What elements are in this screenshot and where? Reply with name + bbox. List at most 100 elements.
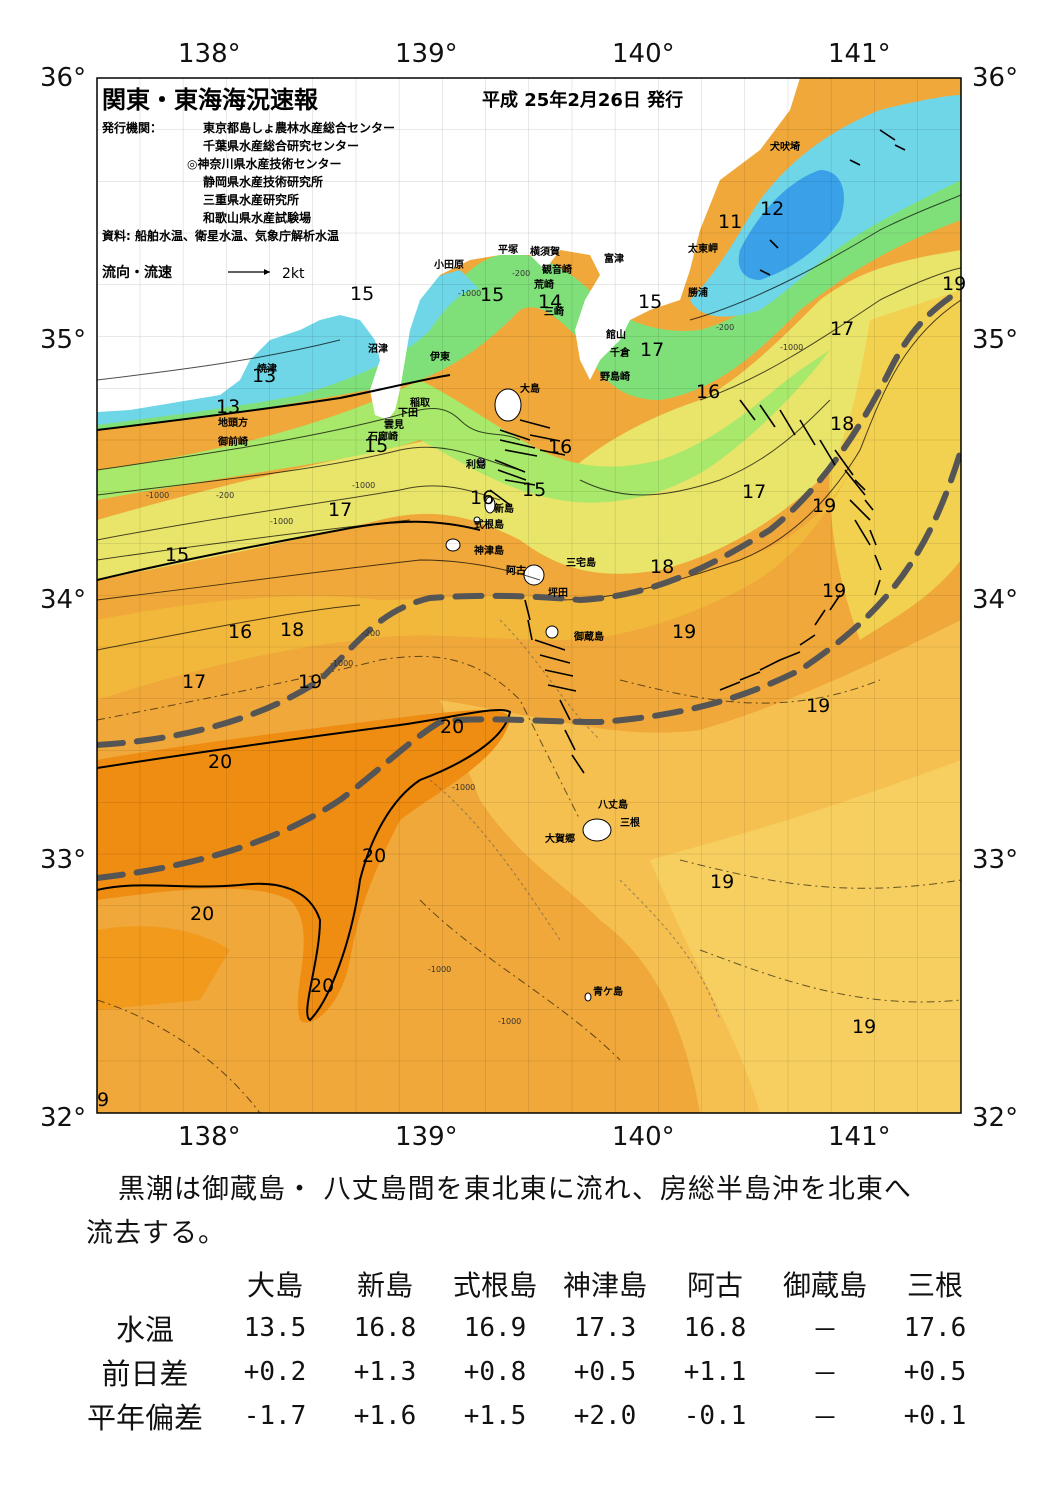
lat-labels: 36° 35° 34° 33° 32° 36° 35° 34° 33° 32°	[40, 63, 1018, 1133]
legend-scale: 2kt	[282, 266, 305, 282]
lon-labels: 138° 139° 140° 141° 138° 139° 140° 141°	[178, 39, 891, 1152]
table-cell: +0.2	[243, 1357, 307, 1387]
isotherm-label: 19	[806, 695, 830, 717]
isotherm-label: 20	[190, 903, 214, 925]
table-cell: 16.8	[353, 1313, 417, 1343]
depth-label: -200	[512, 269, 530, 278]
table-cell: +1.6	[353, 1401, 417, 1431]
place-label: 地頭方	[218, 416, 248, 429]
place-label: 平塚	[498, 243, 518, 256]
table-cell: +1.1	[683, 1357, 747, 1387]
isotherm-label: 16	[228, 621, 252, 643]
isotherm-label: 18	[280, 619, 304, 641]
data-source: 資料: 船舶水温、衛星水温、気象庁解析水温	[102, 228, 339, 243]
lat-label-right: 33°	[972, 845, 1018, 875]
isotherm-label: 20	[440, 716, 464, 738]
place-names: 犬吠埼 太東岬 勝浦 館山 千倉 野島崎 富津 横須賀 観音崎 荒崎 三崎 平塚…	[217, 140, 800, 998]
isotherm-label: 17	[328, 499, 352, 521]
depth-label: -1000	[458, 289, 481, 298]
isotherm-label: 15	[638, 291, 662, 313]
station-header: 新島	[356, 1269, 413, 1302]
depth-label: -1000	[428, 965, 451, 974]
issuer-name: ◎神奈川県水産技術センター	[187, 156, 341, 171]
isotherm-label: 19	[298, 671, 322, 693]
table-cell: 17.3	[573, 1313, 637, 1343]
isotherm-label: 19	[822, 580, 846, 602]
station-header: 大島	[246, 1269, 303, 1302]
place-label: 神津島	[474, 544, 504, 557]
isotherm-label: 18	[830, 413, 854, 435]
table-cell: 13.5	[243, 1313, 307, 1343]
station-header: 御蔵島	[782, 1269, 867, 1302]
lon-label-bottom: 138°	[178, 1122, 241, 1152]
isotherm-label: 19	[710, 871, 734, 893]
isotherm-label: 15	[364, 435, 388, 457]
lat-label-left: 33°	[40, 845, 86, 875]
isotherm-label: 18	[650, 556, 674, 578]
station-header: 神津島	[562, 1269, 647, 1302]
table-cell: 17.6	[903, 1313, 967, 1343]
isotherm-label: 19	[852, 1016, 876, 1038]
isotherm-label: 17	[640, 339, 664, 361]
table-header-row: 大島 新島 式根島 神津島 阿古 御蔵島 三根	[70, 1262, 990, 1306]
issuer-name: 千葉県水産総合研究センター	[203, 138, 359, 153]
place-label: 御蔵島	[573, 630, 604, 643]
depth-label: -1000	[452, 783, 475, 792]
station-temperature-table: 大島 新島 式根島 神津島 阿古 御蔵島 三根 水温 13.5 16.8 16.…	[70, 1262, 990, 1438]
table-cell: +1.5	[463, 1401, 527, 1431]
isotherm-label: 16	[470, 487, 494, 509]
isotherm-label: 15	[165, 544, 189, 566]
map-title: 関東・東海海況速報	[102, 86, 319, 114]
place-label: 横須賀	[530, 245, 560, 258]
place-label: 館山	[605, 328, 626, 341]
place-label: 千倉	[610, 346, 631, 359]
place-label: 野島崎	[600, 370, 630, 383]
depth-label: -1000	[498, 1017, 521, 1026]
depth-labels: -200 -1000 -200 -1000 -1000 -200 -1000 -…	[146, 269, 803, 1026]
place-label: 観音崎	[542, 263, 572, 276]
table-cell: 16.9	[463, 1313, 527, 1343]
isotherm-label: 17	[182, 671, 206, 693]
place-label: 荒崎	[533, 278, 554, 291]
lon-label-bottom: 140°	[612, 1122, 675, 1152]
lon-label-top: 140°	[612, 39, 675, 69]
lat-label-left: 32°	[40, 1103, 86, 1133]
isotherm-label: 17	[742, 481, 766, 503]
lat-label-right: 32°	[972, 1103, 1018, 1133]
place-label: 下田	[398, 407, 418, 419]
isotherm-label: 19	[942, 273, 966, 295]
isotherm-label: 12	[760, 198, 784, 220]
place-label: 新島	[494, 502, 514, 515]
isotherm-label: 20	[310, 975, 334, 997]
place-label: 八丈島	[597, 798, 628, 811]
place-label: 小田原	[433, 258, 464, 271]
place-label: 犬吠埼	[770, 140, 800, 153]
isotherm-label: 13	[252, 365, 276, 387]
depth-label: -200	[362, 629, 380, 638]
place-label: 大賀郷	[545, 832, 575, 845]
issuer-name: 東京都島しょ農林水産総合センター	[203, 120, 395, 135]
place-label: 御前崎	[217, 435, 248, 448]
table-cell: -1.7	[243, 1401, 307, 1431]
isotherm-label: 15	[480, 284, 504, 306]
isotherm-label: 9	[97, 1089, 109, 1111]
issuer-name: 静岡県水産技術研究所	[203, 174, 323, 189]
row-label: 前日差	[101, 1357, 189, 1391]
table-cell: －	[811, 1315, 838, 1346]
sea-temperature-map: 138° 139° 140° 141° 138° 139° 140° 141° …	[40, 39, 1018, 1152]
place-label: 利島	[466, 458, 486, 471]
isotherm-label: 19	[672, 621, 696, 643]
table-cell: +0.5	[903, 1357, 967, 1387]
depth-label: -1000	[146, 491, 169, 500]
table-row: 前日差 +0.2 +1.3 +0.8 +0.5 +1.1 － +0.5	[70, 1350, 990, 1394]
lon-label-top: 139°	[395, 39, 458, 69]
station-header: 式根島	[452, 1269, 537, 1302]
isotherm-label: 16	[548, 436, 572, 458]
lat-label-right: 34°	[972, 585, 1018, 615]
lat-label-left: 36°	[40, 63, 86, 93]
place-label: 三根	[620, 816, 640, 829]
sst-field	[97, 78, 961, 1113]
depth-label: -200	[716, 323, 734, 332]
place-label: 伊東	[429, 350, 450, 363]
table-cell: －	[811, 1403, 838, 1434]
